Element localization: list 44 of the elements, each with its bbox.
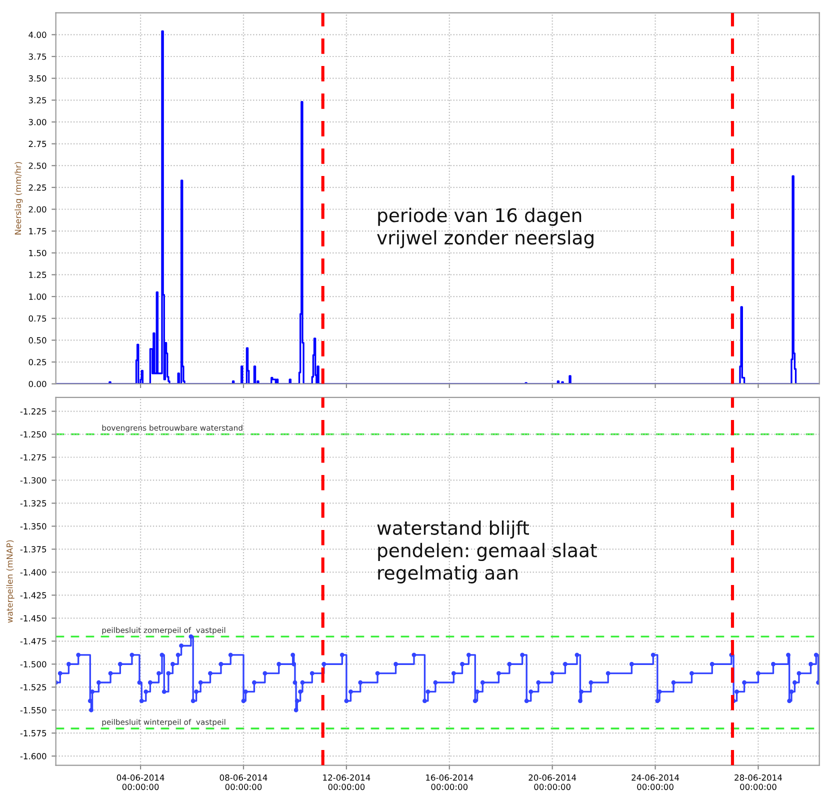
y-tick-label: -1.300 — [20, 477, 46, 484]
y-tick-label: 2.75 — [28, 140, 46, 148]
y-axis-title: waterpeilen (mNAP) — [6, 540, 14, 623]
y-tick-label: 3.25 — [28, 97, 46, 104]
y-tick-label: -1.525 — [20, 684, 46, 690]
y-tick-label: 3.75 — [28, 53, 46, 60]
y-tick-label: -1.500 — [20, 661, 46, 668]
y-tick-label: -1.600 — [20, 753, 46, 760]
y-tick-label: 1.75 — [29, 228, 46, 234]
y-tick-label: -1.425 — [20, 592, 46, 598]
y-tick-label: -1.350 — [20, 523, 46, 530]
x-tick-label: 28-06-2014 00:00:00 — [734, 774, 782, 790]
y-tick-label: -1.250 — [20, 431, 46, 438]
y-axis-title: Neerslag (mm/hr) — [14, 162, 23, 234]
y-tick-label: 0.75 — [28, 315, 46, 322]
y-tick-label: 1.50 — [29, 250, 46, 256]
y-tick-label: 2.50 — [28, 162, 46, 169]
y-tick-label: -1.400 — [20, 569, 46, 576]
y-tick-label: 2.25 — [28, 184, 46, 191]
y-tick-label: -1.475 — [20, 638, 46, 644]
annotation: periode van 16 dagen vrijwel zonder neerslag — [377, 208, 594, 248]
annotation: waterstand blijft pendelen: gemaal slaat regelmatig aan — [377, 520, 597, 584]
y-tick-label: -1.225 — [20, 408, 46, 415]
y-tick-label: -1.450 — [20, 615, 46, 622]
y-tick-label: 0.25 — [28, 358, 46, 366]
x-tick-label: 08-06-2014 00:00:00 — [220, 774, 268, 790]
x-tick-label: 12-06-2014 00:00:00 — [323, 774, 370, 790]
y-tick-label: -1.375 — [20, 546, 46, 552]
x-tick-label: 24-06-2014 00:00:00 — [632, 774, 680, 790]
y-tick-label: 2.00 — [28, 206, 46, 213]
y-tick-label: 3.00 — [28, 118, 46, 126]
y-tick-label: -1.275 — [20, 454, 46, 461]
y-tick-label: -1.325 — [20, 500, 46, 507]
y-tick-label: 4.00 — [28, 32, 46, 38]
y-tick-label: 1.25 — [29, 272, 46, 278]
x-tick-label: 04-06-2014 00:00:00 — [116, 774, 164, 790]
y-tick-label: 3.50 — [28, 75, 46, 82]
y-tick-label: 0.50 — [28, 337, 46, 344]
y-tick-label: -1.550 — [20, 707, 46, 714]
x-tick-label: 20-06-2014 00:00:00 — [528, 774, 576, 790]
y-tick-label: 1.00 — [29, 294, 46, 300]
x-tick-label: 16-06-2014 00:00:00 — [426, 774, 474, 790]
y-tick-label: -1.575 — [20, 730, 46, 736]
y-tick-label: 0.00 — [28, 380, 46, 388]
